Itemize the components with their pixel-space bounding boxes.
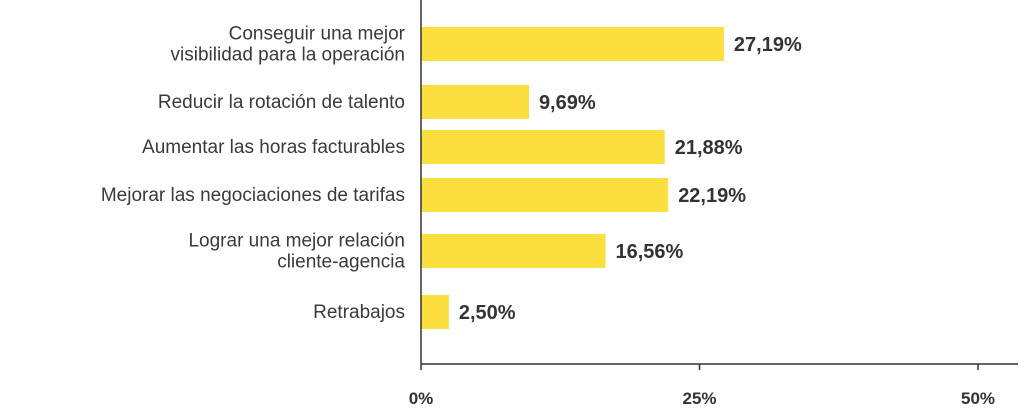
value-label-1: 9,69% [539,92,596,114]
value-label-5: 2,50% [459,302,516,324]
category-label-3: Mejorar las negociaciones de tarifas [101,185,405,206]
x-tick-label-1: 25% [682,389,716,408]
category-label-1: Reducir la rotación de talento [158,92,405,113]
category-labels-group: Conseguir una mejor visibilidad para la o… [101,24,406,324]
x-axis: 0% 25% 50% [409,0,1018,408]
category-label-0: Conseguir una mejor visibilidad para la o… [171,24,406,66]
value-label-0: 27,19% [734,34,802,56]
bar-1 [421,85,529,119]
bars-group [421,27,724,329]
bar-3 [421,178,669,212]
x-tick-label-0: 0% [409,389,434,408]
category-label-5: Retrabajos [313,302,405,323]
category-label-4: Lograr una mejor relación cliente-agencia [188,231,405,273]
bar-2 [421,130,665,164]
value-labels-group: 27,19% 9,69% 21,88% 22,19% 16,56% 2,50% [459,34,802,324]
bar-0 [421,27,724,61]
bar-4 [421,234,606,268]
bar-5 [421,295,449,329]
value-label-3: 22,19% [678,185,746,207]
value-label-2: 21,88% [675,137,743,159]
value-label-4: 16,56% [615,241,683,263]
category-label-2: Aumentar las horas facturables [142,137,405,158]
x-tick-label-2: 50% [961,389,995,408]
